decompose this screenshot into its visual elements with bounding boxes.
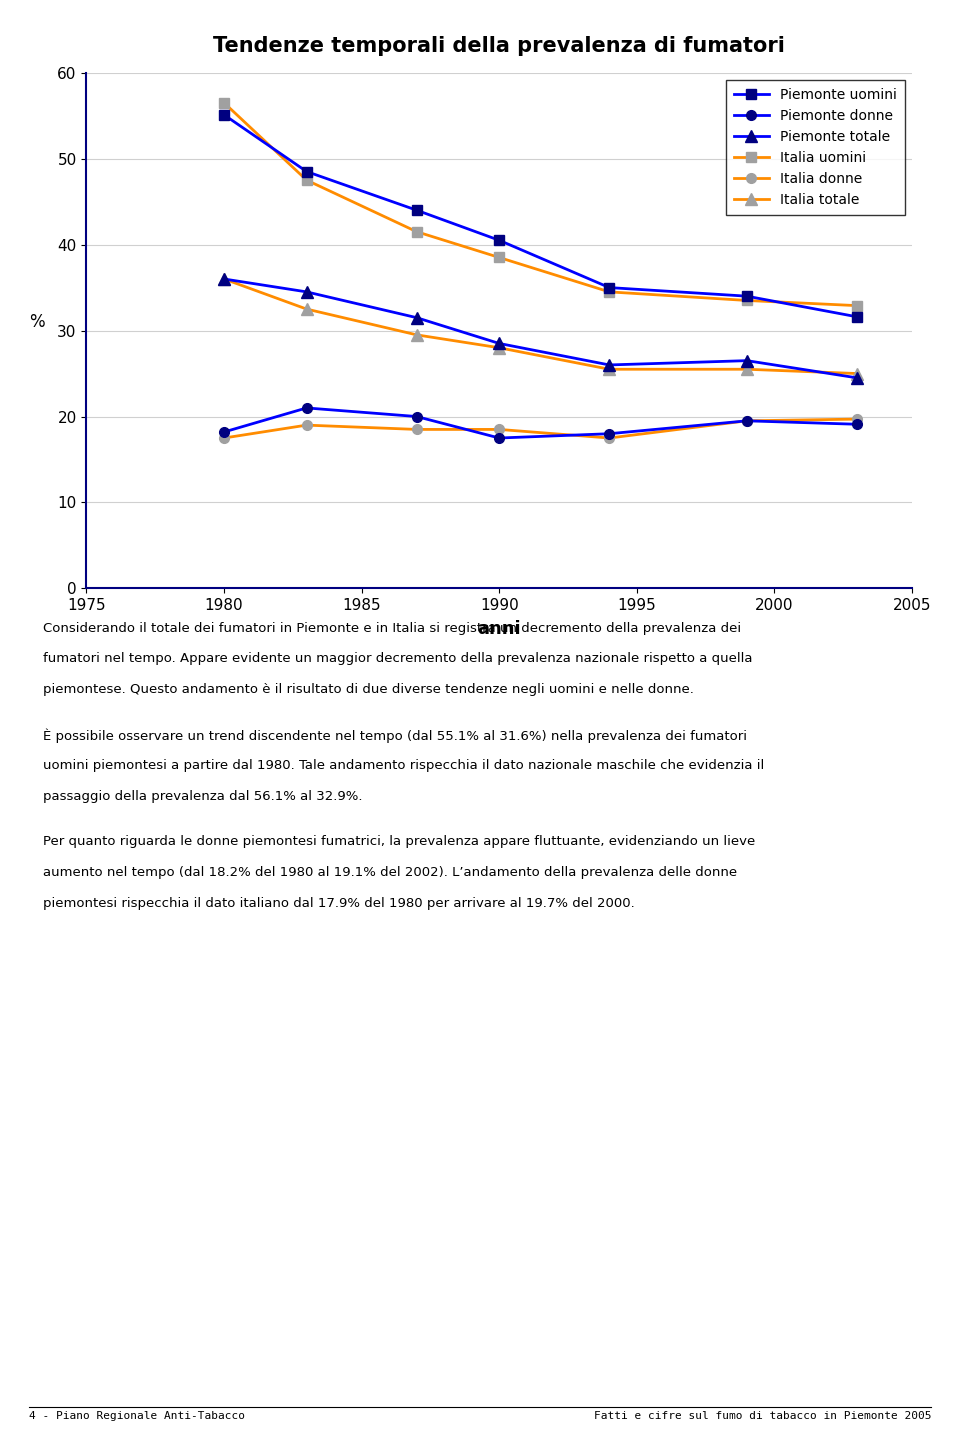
Text: È possibile osservare un trend discendente nel tempo (dal 55.1% al 31.6%) nella : È possibile osservare un trend discenden… <box>43 729 747 742</box>
Text: uomini piemontesi a partire dal 1980. Tale andamento rispecchia il dato nazional: uomini piemontesi a partire dal 1980. Ta… <box>43 760 764 772</box>
Text: Fatti e cifre sul fumo di tabacco in Piemonte 2005: Fatti e cifre sul fumo di tabacco in Pie… <box>593 1411 931 1421</box>
Text: aumento nel tempo (dal 18.2% del 1980 al 19.1% del 2002). L’andamento della prev: aumento nel tempo (dal 18.2% del 1980 al… <box>43 866 737 879</box>
Text: 4 - Piano Regionale Anti-Tabacco: 4 - Piano Regionale Anti-Tabacco <box>29 1411 245 1421</box>
Text: Per quanto riguarda le donne piemontesi fumatrici, la prevalenza appare fluttuan: Per quanto riguarda le donne piemontesi … <box>43 835 756 849</box>
Text: piemontese. Questo andamento è il risultato di due diverse tendenze negli uomini: piemontese. Questo andamento è il risult… <box>43 683 694 696</box>
Text: passaggio della prevalenza dal 56.1% al 32.9%.: passaggio della prevalenza dal 56.1% al … <box>43 790 363 802</box>
Text: piemontesi rispecchia il dato italiano dal 17.9% del 1980 per arrivare al 19.7% : piemontesi rispecchia il dato italiano d… <box>43 897 635 910</box>
Title: Tendenze temporali della prevalenza di fumatori: Tendenze temporali della prevalenza di f… <box>213 36 785 55</box>
X-axis label: anni: anni <box>477 620 521 638</box>
Y-axis label: %: % <box>29 312 44 331</box>
Text: Considerando il totale dei fumatori in Piemonte e in Italia si registra un decre: Considerando il totale dei fumatori in P… <box>43 622 741 635</box>
Text: fumatori nel tempo. Appare evidente un maggior decremento della prevalenza nazio: fumatori nel tempo. Appare evidente un m… <box>43 652 753 665</box>
Legend: Piemonte uomini, Piemonte donne, Piemonte totale, Italia uomini, Italia donne, I: Piemonte uomini, Piemonte donne, Piemont… <box>726 80 905 215</box>
